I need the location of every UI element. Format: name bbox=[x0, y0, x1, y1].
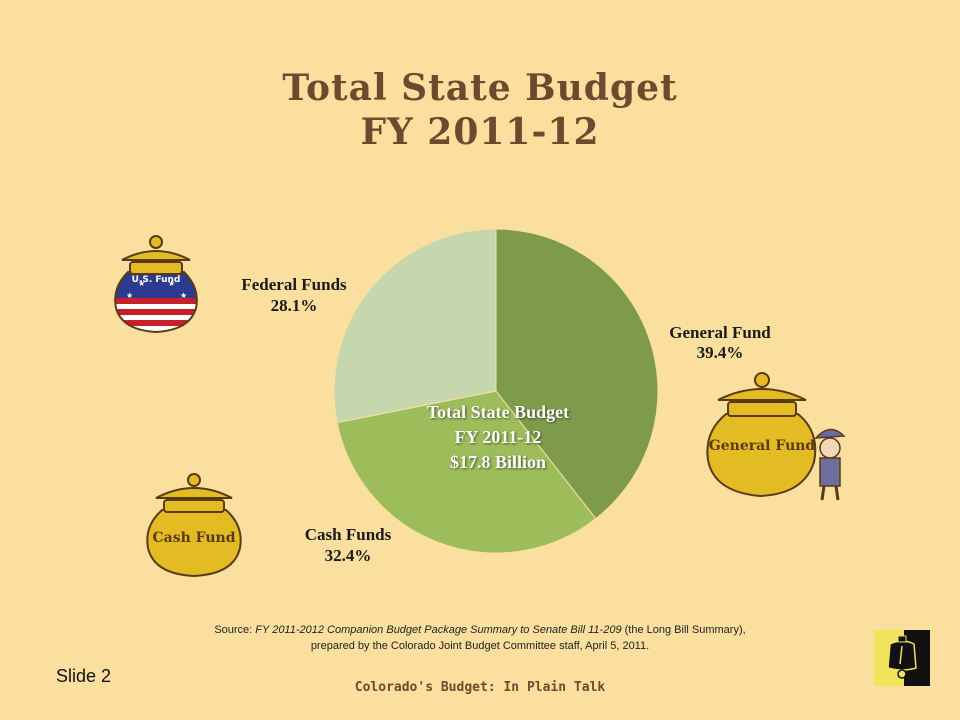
page-title: Total State Budget FY 2011-12 bbox=[0, 66, 960, 154]
slice-value-cash: 32.4% bbox=[325, 546, 372, 565]
center-label-line-1: Total State Budget bbox=[427, 402, 569, 422]
slice-label-federal: Federal Funds bbox=[241, 275, 347, 294]
slice-label-general: General Fund bbox=[669, 323, 771, 342]
footer-text: Colorado's Budget: In Plain Talk bbox=[354, 680, 606, 695]
slice-label-cash: Cash Funds bbox=[305, 525, 392, 544]
slide-number: Slide 2 bbox=[56, 666, 112, 686]
svg-text:★: ★ bbox=[168, 279, 175, 288]
source-line-1: Source: FY 2011-2012 Companion Budget Pa… bbox=[100, 622, 860, 638]
us-fund-jar-text: U.S. Fund bbox=[132, 275, 181, 285]
source-line-2: prepared by the Colorado Joint Budget Co… bbox=[310, 640, 650, 652]
source-prefix: Source: bbox=[214, 624, 256, 636]
us-fund-jar-icon: ★ ★ ★ ★ U.S. Fund bbox=[114, 235, 198, 334]
cash-fund-jar-icon: Cash Fund bbox=[146, 473, 242, 578]
pie-slice-general-fund bbox=[495, 228, 659, 520]
title-line-2: FY 2011-12 bbox=[360, 111, 600, 153]
slice-value-federal: 28.1% bbox=[271, 296, 318, 315]
source-title: FY 2011-2012 Companion Budget Package Su… bbox=[255, 624, 622, 636]
general-fund-jar-text: General Fund bbox=[709, 438, 816, 454]
svg-text:★: ★ bbox=[126, 291, 133, 300]
pie-slices bbox=[333, 228, 659, 554]
pie-slice-cash-funds bbox=[336, 390, 597, 554]
svg-text:★: ★ bbox=[180, 291, 187, 300]
svg-text:★: ★ bbox=[138, 279, 145, 288]
center-label-line-3: $17.8 Billion bbox=[450, 452, 546, 472]
cash-fund-jar-text: Cash Fund bbox=[153, 530, 236, 546]
title-line-1: Total State Budget bbox=[282, 67, 678, 109]
source-citation: Source: FY 2011-2012 Companion Budget Pa… bbox=[100, 622, 860, 654]
pie-slice-federal-funds bbox=[333, 228, 497, 424]
general-fund-jar-icon: General Fund bbox=[706, 372, 846, 501]
source-suffix: (the Long Bill Summary), bbox=[621, 624, 746, 636]
liberty-bell-logo-icon bbox=[874, 630, 930, 686]
slice-value-general: 39.4% bbox=[697, 343, 744, 362]
center-label-line-2: FY 2011-12 bbox=[455, 427, 542, 447]
